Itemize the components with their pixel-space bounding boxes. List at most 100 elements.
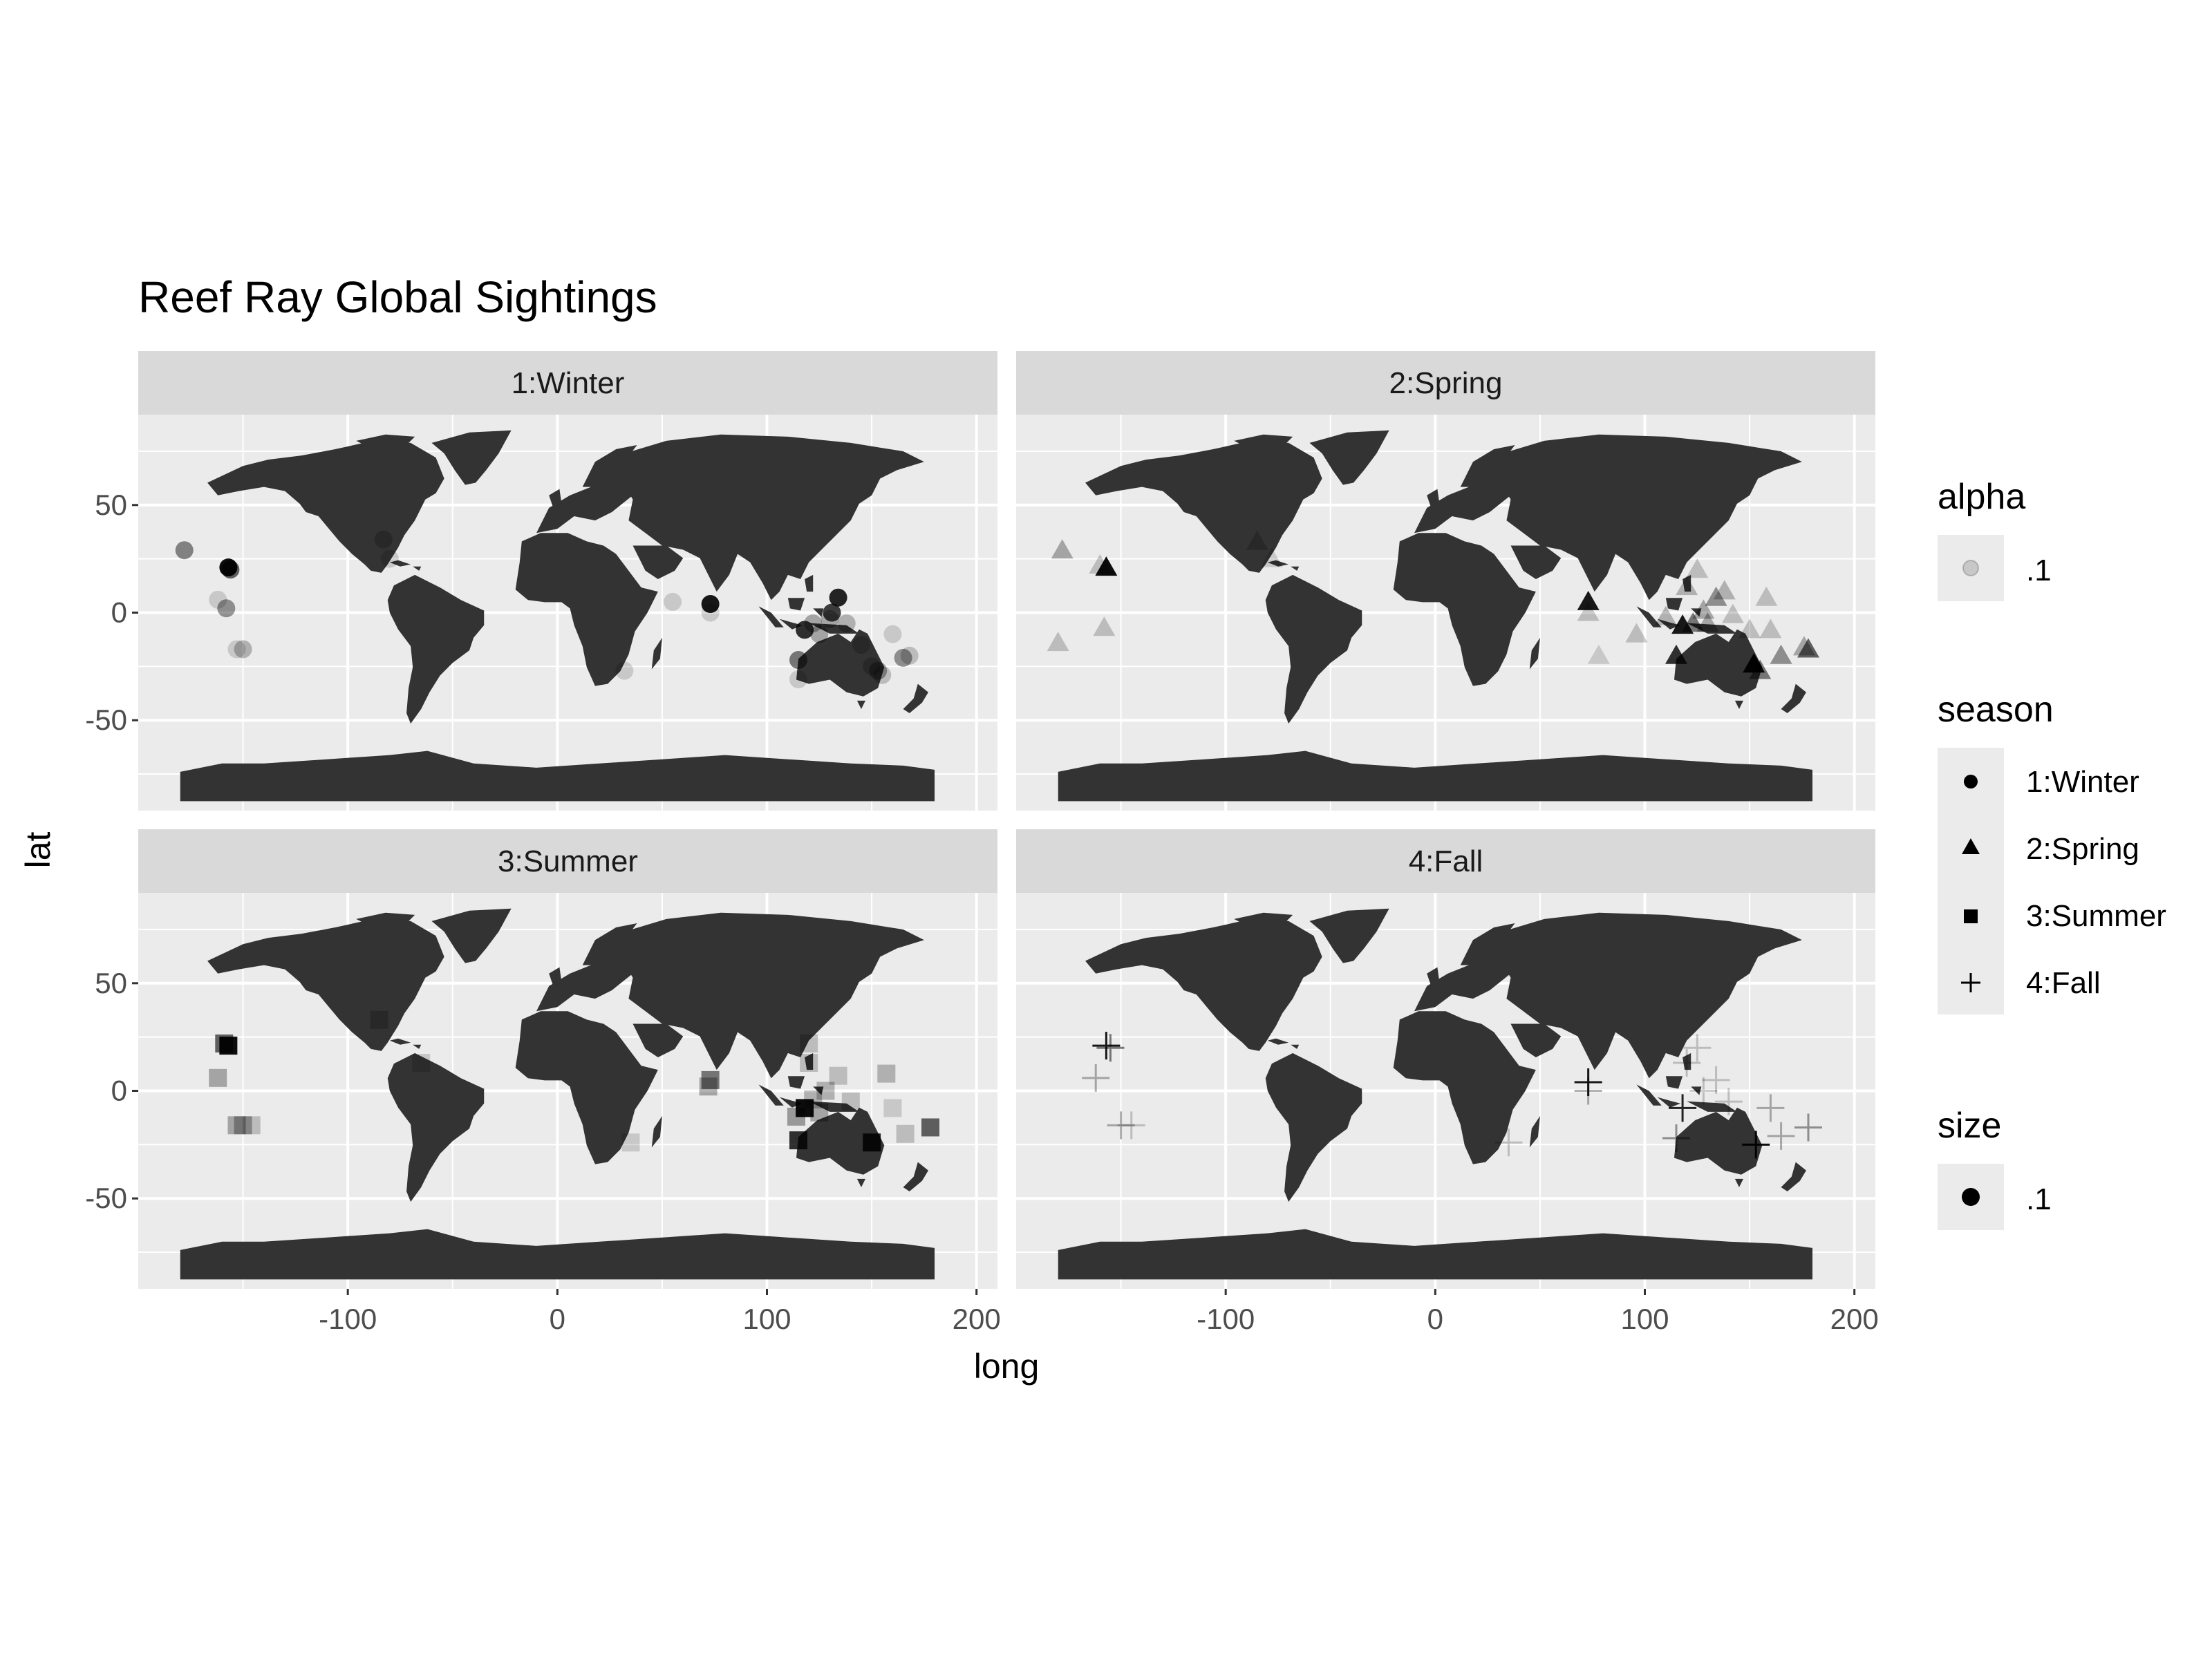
sighting-point — [1742, 1131, 1770, 1159]
sighting-point — [701, 1070, 720, 1089]
legend-season: season 1:Winter 2:Spring 3:Summer 4:Fall — [1938, 690, 2166, 1014]
sighting-point — [873, 665, 892, 684]
facet-panel-fall: 4:Fall -100 0 100 200 — [1016, 829, 1879, 1335]
sighting-point — [804, 1090, 823, 1108]
sighting-point — [1574, 1077, 1602, 1105]
sighting-point — [217, 599, 236, 618]
sighting-point — [900, 646, 919, 665]
sighting-point — [701, 603, 720, 622]
sighting-point — [829, 588, 847, 607]
sighting-point — [810, 625, 829, 643]
x-axis-tick-label: 0 — [1427, 1303, 1443, 1335]
sighting-point — [810, 1103, 829, 1122]
y-axis-tick-label: -50 — [85, 703, 127, 736]
sighting-point — [1692, 599, 1715, 619]
sighting-point — [1047, 632, 1069, 652]
sighting-point — [1673, 1049, 1701, 1077]
facet-strip-label: 2:Spring — [1389, 366, 1503, 400]
sighting-point — [1696, 612, 1719, 632]
y-axis-tick-label: 0 — [111, 596, 127, 629]
sighting-point — [1794, 1113, 1822, 1142]
sighting-point — [863, 657, 881, 676]
sighting-point — [894, 648, 912, 667]
legend-season-circle-icon — [1964, 775, 1978, 788]
sighting-point — [1260, 547, 1283, 567]
y-axis-tick-label: -50 — [85, 1182, 127, 1214]
sighting-point — [242, 1116, 261, 1135]
x-axis-tick-label: 200 — [953, 1303, 1001, 1335]
sighting-point — [209, 1068, 227, 1087]
sighting-point — [412, 1054, 431, 1073]
legend-season-cross-icon — [1961, 973, 1980, 992]
sighting-point — [621, 1133, 640, 1152]
legend-alpha-title: alpha — [1938, 477, 2025, 517]
sighting-point — [1574, 1068, 1602, 1097]
legend-season-square-icon — [1964, 909, 1978, 923]
sighting-point — [234, 1116, 252, 1135]
sighting-point — [1093, 616, 1116, 636]
sighting-point — [1676, 576, 1698, 596]
sighting-point — [1721, 603, 1744, 623]
sighting-point — [883, 1099, 902, 1117]
sighting-point — [227, 640, 246, 659]
x-axis-title: long — [974, 1347, 1040, 1386]
sighting-point — [816, 1082, 835, 1100]
x-axis-tick-label: 200 — [1830, 1303, 1879, 1335]
x-axis-tick-label: 100 — [742, 1303, 791, 1335]
sighting-point — [896, 1124, 915, 1143]
facet-strip — [138, 829, 997, 893]
sighting-point — [823, 603, 841, 622]
sighting-point — [380, 549, 399, 568]
legend-alpha: alpha .1 — [1938, 477, 2052, 601]
sighting-point — [1702, 1066, 1730, 1094]
facet-strip-label: 3:Summer — [498, 844, 638, 878]
sighting-point — [1705, 586, 1727, 606]
sighting-point — [1095, 556, 1118, 576]
sighting-point — [1082, 1064, 1110, 1092]
sightings-spring — [1047, 530, 1819, 679]
sighting-point — [1689, 1077, 1718, 1105]
y-axis-tick-label: 0 — [111, 1075, 127, 1107]
sighting-point — [1577, 590, 1600, 610]
sighting-point — [1246, 530, 1268, 550]
x-axis-tick-label: -100 — [1197, 1303, 1255, 1335]
legend-season-key-background — [1938, 748, 2004, 1014]
sighting-point — [1669, 1094, 1697, 1122]
facet-strip — [138, 351, 997, 415]
legend-size: size .1 — [1938, 1106, 2052, 1230]
sighting-point — [227, 1116, 246, 1135]
sighting-point — [1096, 1034, 1125, 1062]
sighting-point — [789, 1131, 807, 1150]
sighting-point — [209, 590, 227, 609]
legend-alpha-key-background — [1938, 535, 2004, 601]
sighting-point — [221, 560, 240, 579]
legend-size-entry: .1 — [2026, 1182, 2052, 1216]
legend-season-triangle-icon — [1962, 838, 1980, 854]
sighting-point — [1654, 605, 1677, 625]
sighting-point — [804, 614, 823, 633]
sighting-point — [829, 1066, 847, 1085]
sighting-point — [370, 1010, 388, 1029]
sighting-point — [869, 661, 888, 680]
facet-strip-label: 1:Winter — [512, 366, 625, 400]
sighting-point — [374, 530, 393, 549]
sighting-point — [789, 670, 807, 689]
sighting-point — [1625, 623, 1648, 643]
sighting-point — [837, 614, 856, 633]
y-axis-tick-label: 50 — [95, 489, 127, 521]
legend-season-entry-spring: 2:Spring — [2026, 832, 2139, 866]
sighting-point — [175, 541, 194, 560]
sightings-fall — [1082, 1032, 1822, 1159]
sighting-point — [921, 1118, 939, 1137]
sighting-point — [699, 1077, 718, 1096]
sighting-point — [1682, 612, 1705, 632]
legend-season-title: season — [1938, 690, 2054, 730]
y-axis-tick-label: 50 — [95, 967, 127, 999]
sighting-point — [701, 595, 720, 614]
facet-panel-spring: 2:Spring — [1016, 351, 1875, 811]
legend-size-key-circle — [1962, 1188, 1980, 1206]
sightings-summer — [209, 1010, 939, 1152]
sighting-point — [1792, 636, 1815, 656]
